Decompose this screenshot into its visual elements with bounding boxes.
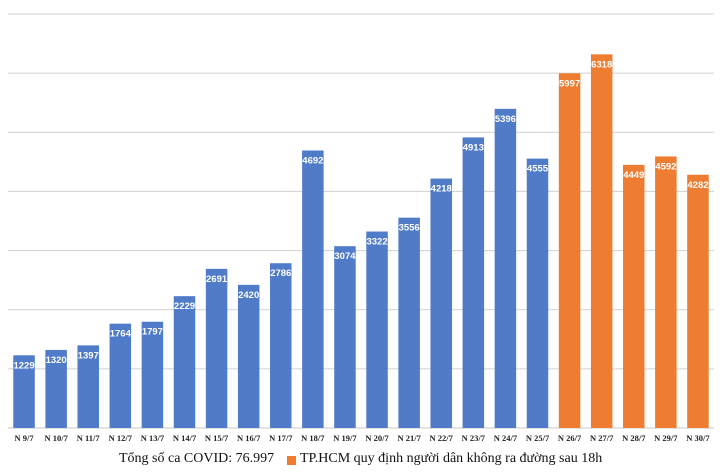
bar-n-22-7 bbox=[430, 178, 452, 428]
data-label-n-28-7: 4449 bbox=[623, 170, 644, 181]
data-label-n-19-7: 3074 bbox=[334, 251, 356, 262]
bar-n-28-7 bbox=[623, 164, 645, 428]
data-label-n-12-7: 1764 bbox=[110, 329, 132, 340]
bar-n-16-7 bbox=[237, 284, 260, 428]
x-tick-n-21-7: N 21/7 bbox=[397, 433, 421, 443]
x-tick-n-25-7: N 25/7 bbox=[526, 433, 550, 443]
data-label-n-10-7: 1320 bbox=[46, 355, 67, 366]
bar-n-29-7 bbox=[655, 156, 677, 429]
bar-n-11-7 bbox=[77, 345, 99, 428]
data-label-n-22-7: 4218 bbox=[431, 184, 452, 195]
data-label-n-17-7: 2786 bbox=[270, 268, 291, 279]
bar-n-15-7 bbox=[205, 268, 228, 428]
bar-n-13-7 bbox=[141, 321, 164, 428]
x-tick-n-24-7: N 24/7 bbox=[494, 433, 518, 443]
x-tick-n-15-7: N 15/7 bbox=[205, 433, 229, 443]
data-label-n-26-7: 5997 bbox=[559, 78, 580, 89]
x-tick-n-23-7: N 23/7 bbox=[462, 433, 486, 443]
x-tick-n-13-7: N 13/7 bbox=[141, 433, 165, 443]
data-label-n-23-7: 4913 bbox=[463, 142, 484, 153]
data-label-n-11-7: 1397 bbox=[78, 350, 99, 361]
data-label-n-20-7: 3322 bbox=[366, 237, 387, 248]
legend-label: TP.HCM quy định người dân không ra đường… bbox=[300, 451, 603, 466]
bar-n-30-7 bbox=[687, 174, 709, 428]
chart-svg: 1229 N 9/7 1320 N 10/7 1397 N 11/7 1764 N 12/7 1… bbox=[8, 13, 714, 443]
legend-swatch-orange bbox=[287, 456, 296, 465]
bar-n-14-7 bbox=[173, 296, 196, 428]
bar-n-27-7 bbox=[590, 54, 613, 429]
x-tick-n-18-7: N 18/7 bbox=[301, 433, 325, 443]
x-tick-n-22-7: N 22/7 bbox=[430, 433, 454, 443]
data-label-n-30-7: 4282 bbox=[687, 180, 708, 191]
x-tick-n-11-7: N 11/7 bbox=[77, 433, 101, 443]
data-label-n-21-7: 3556 bbox=[399, 223, 420, 234]
data-label-n-14-7: 2229 bbox=[174, 301, 195, 312]
data-label-n-16-7: 2420 bbox=[238, 290, 259, 301]
x-tick-n-19-7: N 19/7 bbox=[333, 433, 357, 443]
data-label-n-24-7: 5396 bbox=[495, 114, 516, 125]
x-tick-n-30-7: N 30/7 bbox=[686, 433, 710, 443]
bar-n-26-7 bbox=[558, 73, 581, 428]
bar-n-18-7 bbox=[302, 150, 324, 428]
data-label-n-25-7: 4555 bbox=[527, 164, 549, 175]
x-tick-n-26-7: N 26/7 bbox=[558, 433, 582, 443]
bar-n-20-7 bbox=[366, 231, 388, 428]
x-tick-n-10-7: N 10/7 bbox=[44, 433, 68, 443]
bar-n-10-7 bbox=[45, 349, 67, 428]
chart-footer: Tổng số ca COVID: 76.997 TP.HCM quy định… bbox=[0, 448, 720, 470]
x-tick-n-16-7: N 16/7 bbox=[237, 433, 261, 443]
data-label-n-29-7: 4592 bbox=[655, 161, 676, 172]
x-tick-n-27-7: N 27/7 bbox=[590, 433, 614, 443]
bar-n-24-7 bbox=[494, 108, 517, 429]
data-label-n-13-7: 1797 bbox=[142, 327, 163, 338]
data-label-n-27-7: 6318 bbox=[591, 59, 612, 70]
bar-n-12-7 bbox=[109, 323, 132, 428]
bar-n-23-7 bbox=[462, 137, 485, 428]
x-tick-n-14-7: N 14/7 bbox=[173, 433, 197, 443]
bar-n-9-7 bbox=[13, 355, 35, 428]
x-tick-n-9-7: N 9/7 bbox=[14, 433, 34, 443]
data-label-n-18-7: 4692 bbox=[302, 156, 323, 167]
total-cases-label: Tổng số ca COVID: 76.997 bbox=[119, 451, 275, 466]
bar-n-25-7 bbox=[526, 158, 549, 428]
bar-n-19-7 bbox=[334, 246, 356, 428]
data-label-n-9-7: 1229 bbox=[13, 360, 34, 371]
x-tick-n-29-7: N 29/7 bbox=[654, 433, 678, 443]
bar-n-17-7 bbox=[270, 263, 292, 428]
x-tick-n-12-7: N 12/7 bbox=[109, 433, 133, 443]
x-tick-n-28-7: N 28/7 bbox=[622, 433, 646, 443]
x-tick-n-17-7: N 17/7 bbox=[269, 433, 293, 443]
x-tick-n-20-7: N 20/7 bbox=[365, 433, 389, 443]
bar-n-21-7 bbox=[398, 217, 420, 428]
data-label-n-15-7: 2691 bbox=[206, 274, 228, 285]
